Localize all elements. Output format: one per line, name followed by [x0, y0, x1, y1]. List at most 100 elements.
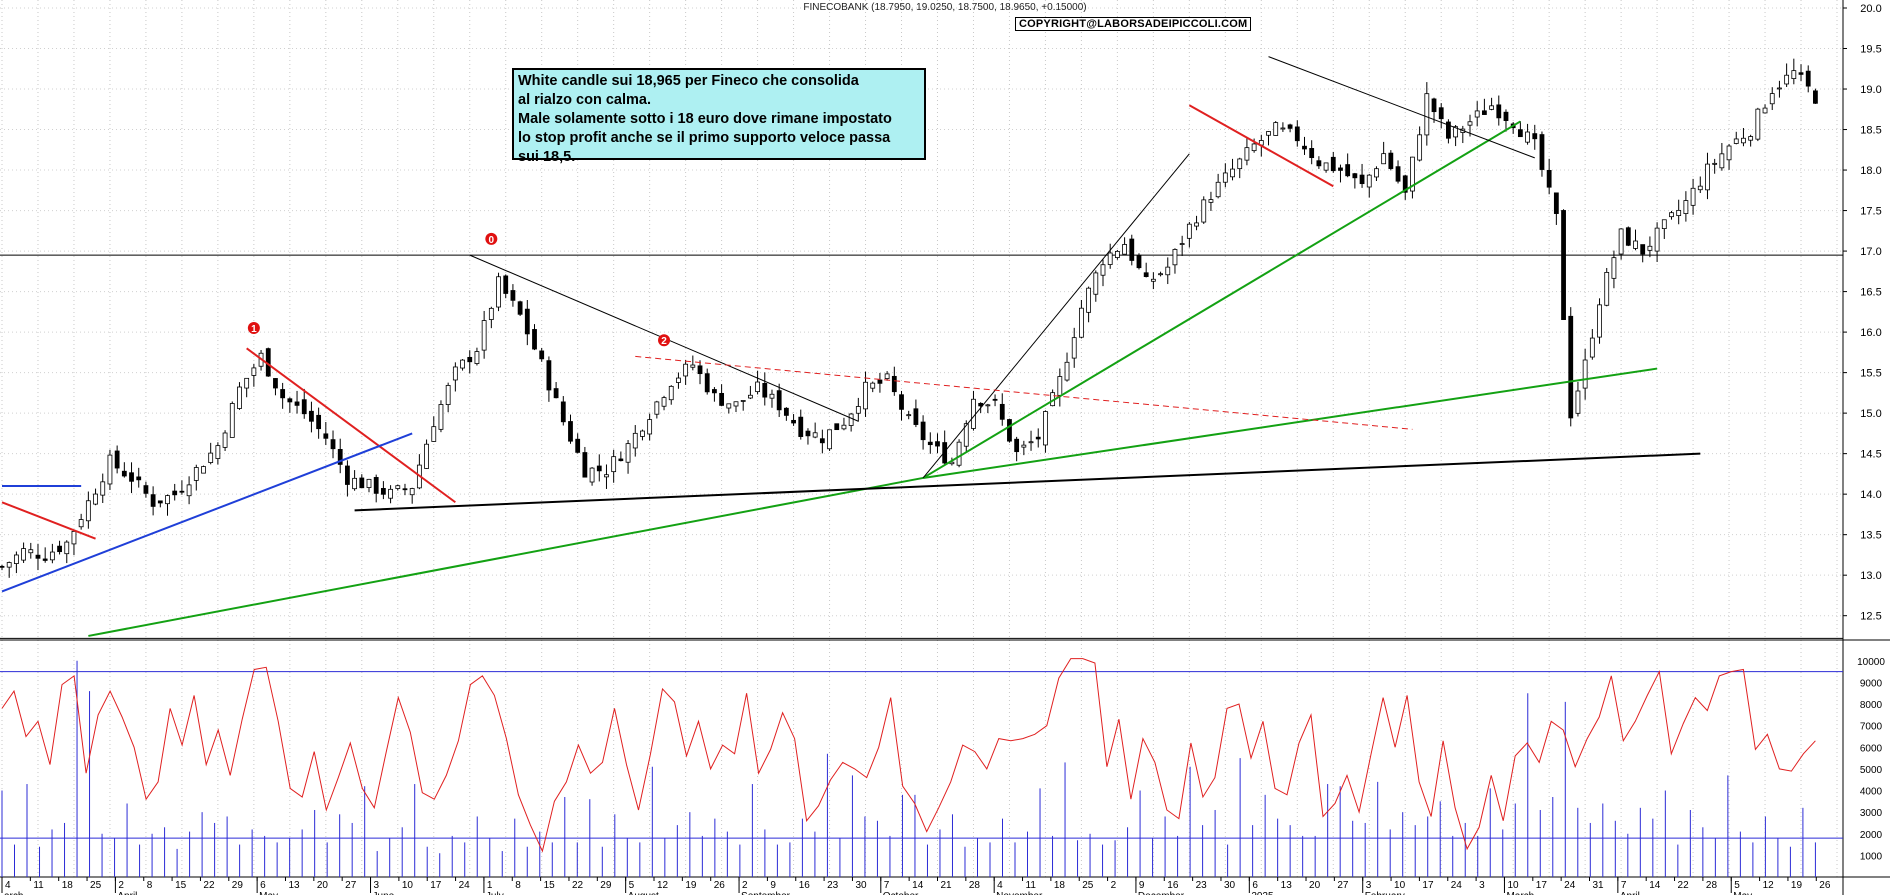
x-day-label: 7 — [884, 880, 890, 891]
candle-body — [1777, 87, 1782, 90]
candle-body — [985, 404, 991, 407]
candle-body — [1338, 167, 1343, 171]
x-day-label: 3 — [1366, 880, 1372, 891]
candle-body — [1611, 257, 1617, 279]
candle-body — [452, 366, 458, 381]
candle-body — [611, 456, 617, 473]
candle-body — [121, 470, 127, 477]
candle-body — [1316, 160, 1322, 167]
x-day-label: 30 — [855, 880, 867, 891]
candle-body — [1539, 134, 1545, 170]
candle-body — [690, 364, 696, 368]
x-day-label: 27 — [1337, 880, 1349, 891]
candle-body — [208, 452, 214, 463]
x-month-label: December — [1138, 891, 1185, 895]
x-day-label: 12 — [657, 880, 669, 891]
candle-body — [1604, 272, 1610, 306]
candle-body — [136, 476, 142, 481]
candle-body — [395, 485, 401, 489]
x-day-label: 4 — [5, 880, 11, 891]
x-day-label: 28 — [1706, 880, 1718, 891]
candle-body — [1683, 200, 1689, 214]
candle-body — [1388, 152, 1394, 169]
osc-tick-label: 7000 — [1860, 722, 1883, 733]
x-day-label: 23 — [827, 880, 839, 891]
candle-body — [35, 554, 41, 559]
x-day-label: 11 — [33, 880, 44, 891]
x-month-label: November — [996, 891, 1043, 895]
candle-body — [1330, 156, 1336, 172]
marker-dot — [658, 334, 671, 347]
candle-body — [1309, 148, 1315, 159]
candle-body — [1705, 163, 1710, 191]
candle-body — [791, 419, 796, 424]
candle-body — [352, 477, 358, 490]
x-day-label: 2 — [742, 880, 748, 891]
candle-body — [1640, 244, 1646, 255]
candle-body — [301, 399, 307, 415]
candle-body — [812, 432, 818, 438]
candle-body — [294, 401, 300, 406]
candle-body — [359, 477, 365, 489]
candle-body — [1453, 126, 1459, 138]
candle-body — [1726, 145, 1732, 161]
candle-body — [64, 541, 70, 555]
candle-body — [1107, 252, 1113, 265]
x-day-label: 24 — [1451, 880, 1463, 891]
x-day-label: 21 — [940, 880, 952, 891]
x-day-label: 9 — [770, 880, 776, 891]
candle-body — [424, 443, 429, 469]
x-day-label: 16 — [1167, 880, 1179, 891]
x-month-label: October — [883, 891, 919, 895]
candle-body — [1071, 337, 1077, 359]
candle-body — [726, 403, 732, 409]
price-tick-label: 12.5 — [1860, 611, 1881, 623]
candle-body — [323, 433, 329, 439]
candle-body — [589, 467, 595, 483]
candle-body — [517, 301, 523, 315]
x-day-label: 16 — [799, 880, 811, 891]
candle-body — [848, 413, 854, 426]
price-tick-label: 19.5 — [1860, 44, 1881, 56]
candle-body — [704, 373, 710, 393]
candle-body — [841, 424, 847, 430]
candle-body — [1086, 287, 1092, 313]
candle-body — [93, 493, 98, 505]
candle-body — [963, 423, 969, 447]
trendline-red — [1188, 104, 1334, 188]
candle-body — [1402, 175, 1408, 193]
candle-body — [1719, 153, 1725, 169]
osc-tick-label: 10000 — [1857, 657, 1885, 668]
candle-body — [28, 549, 34, 554]
candle-body — [409, 488, 415, 496]
candle-body — [201, 466, 206, 474]
candle-body — [1633, 240, 1638, 249]
candle-body — [1150, 278, 1156, 282]
candle-body — [13, 554, 19, 564]
x-day-label: 27 — [345, 880, 357, 891]
candle-body — [100, 481, 106, 496]
candle-body — [503, 275, 509, 294]
candle-body — [1057, 376, 1063, 396]
x-month-label: March — [1506, 891, 1534, 895]
trendline-black — [1268, 56, 1535, 159]
x-day-label: 15 — [175, 880, 187, 891]
price-tick-label: 14.5 — [1860, 449, 1881, 461]
price-tick-label: 18.0 — [1860, 165, 1881, 177]
candle-body — [157, 500, 163, 504]
candle-body — [193, 467, 199, 481]
candle-body — [57, 545, 62, 553]
candle-body — [1114, 250, 1120, 258]
candle-body — [1661, 219, 1667, 229]
candle-body — [1712, 162, 1718, 165]
x-day-label: 8 — [515, 880, 521, 891]
x-day-label: 6 — [260, 880, 266, 891]
candle-body — [632, 432, 638, 449]
candle-body — [1359, 174, 1365, 185]
x-day-label: 20 — [317, 880, 329, 891]
candle-body — [1467, 121, 1473, 126]
x-month-label: July — [486, 891, 504, 895]
candle-body — [1129, 238, 1135, 261]
candle-body — [942, 442, 948, 464]
